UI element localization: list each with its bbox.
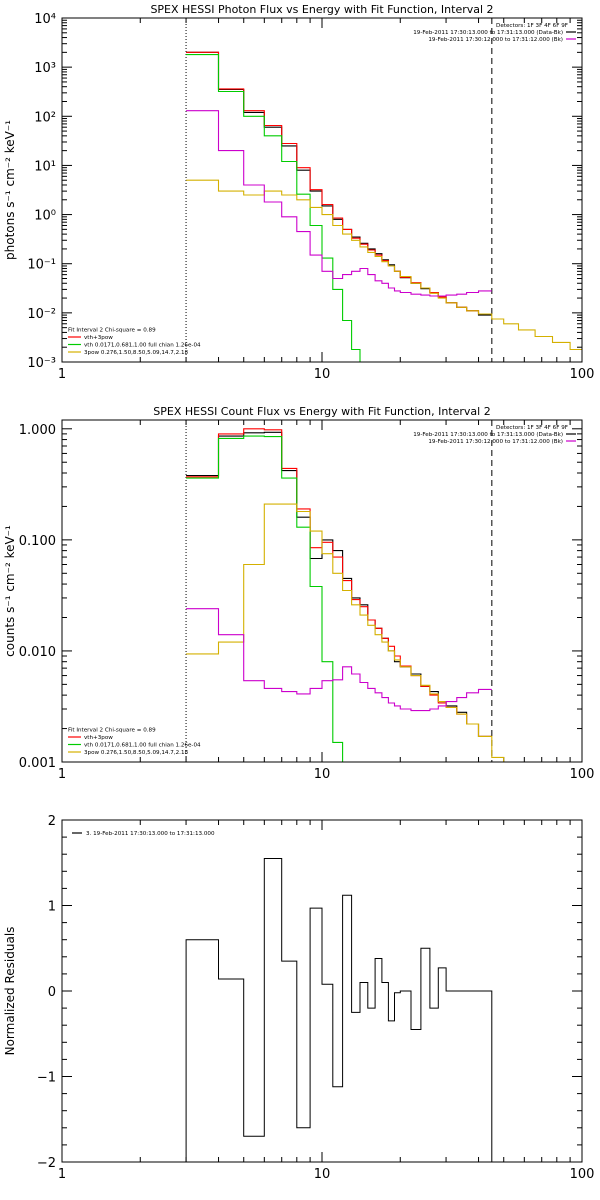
x-tick-label: 10	[314, 1167, 331, 1182]
plot-frame	[61, 17, 583, 363]
chart-panel-2: SPEX HESSI Count Flux vs Energy with Fit…	[3, 405, 594, 782]
legend-bottomleft-text: 3pow 0.276,1.50,8.50,5.09,14.7,2.18	[84, 750, 189, 756]
legend-topright-text: 19-Feb-2011 17:30:13.000 to 17:31:13.000…	[413, 30, 563, 36]
x-tick-label: 1	[58, 1167, 66, 1182]
y-tick-label: 2	[48, 814, 56, 829]
x-tick-label: 1	[58, 367, 66, 382]
series-3pow	[186, 503, 582, 762]
series-data-bk	[186, 431, 492, 737]
chart-panel-1: SPEX HESSI Photon Flux vs Energy with Fi…	[3, 3, 594, 382]
plot-frame	[61, 819, 583, 1163]
legend-bottomleft-text: Fit Interval 2 Chi-square = 0.89	[68, 328, 156, 334]
legend-bottomleft-text: vth 0.0171,0.681,1.00 full chian 1.26e-0…	[84, 343, 201, 349]
series-bk	[186, 608, 492, 712]
series-vth	[186, 435, 352, 762]
y-axis-label: photons s⁻¹ cm⁻² keV⁻¹	[3, 120, 17, 260]
y-tick-label: 10⁻³	[27, 356, 56, 371]
x-tick-label: 10	[314, 767, 331, 782]
x-tick-label: 100	[570, 367, 595, 382]
series-bk	[186, 110, 492, 297]
y-axis-label: counts s⁻¹ cm⁻² keV⁻¹	[3, 525, 17, 657]
y-tick-label: −2	[37, 1156, 56, 1171]
y-tick-label: 1	[48, 900, 56, 915]
y-tick-label: 0.100	[19, 534, 56, 549]
legend-topright-text: Detectors: 1F 3F 4F 6F 9F	[496, 23, 568, 29]
y-tick-label: 0.010	[19, 645, 56, 660]
legend-bottomleft-text: vth+3pow	[84, 335, 113, 341]
legend-topright-text: 19-Feb-2011 17:30:12.000 to 17:31:12.000…	[428, 37, 563, 43]
chart-title: SPEX HESSI Count Flux vs Energy with Fit…	[153, 405, 490, 418]
series-vth	[186, 54, 368, 362]
y-tick-label: 0	[48, 985, 56, 1000]
legend-topright-text: 19-Feb-2011 17:30:13.000 to 17:31:13.000…	[413, 432, 563, 438]
y-tick-label: 10⁴	[34, 12, 56, 27]
series-vth-3pow	[186, 428, 492, 737]
y-tick-label: 10¹	[34, 159, 56, 174]
legend-topleft-text: 3. 19-Feb-2011 17:30:13.000 to 17:31:13.…	[86, 831, 215, 837]
series-3-19-feb-2011-17-30-13-000-to-17-31-13-000	[185, 858, 493, 1162]
legend-bottomleft-text: 3pow 0.276,1.50,8.50,5.09,14.7,2.18	[84, 350, 189, 356]
chart-panel-3: Normalized Residuals 1 10 100 −2 −1 0 1 2 3. 19-F…	[3, 814, 594, 1182]
y-tick-label: 10³	[34, 61, 56, 76]
y-tick-label: 10⁻¹	[27, 258, 56, 273]
x-tick-label: 100	[570, 767, 595, 782]
y-tick-label: 10⁻²	[27, 307, 56, 322]
y-tick-label: −1	[37, 1071, 56, 1086]
y-axis-label: Normalized Residuals	[3, 927, 17, 1056]
x-tick-label: 100	[570, 1167, 595, 1182]
legend-bottomleft-text: vth 0.0171,0.681,1.00 full chian 1.26e-0…	[84, 743, 201, 749]
plot-frame	[61, 419, 583, 763]
y-tick-label: 0.001	[19, 756, 56, 771]
y-tick-label: 10²	[34, 110, 56, 125]
y-tick-label: 10⁰	[34, 209, 56, 224]
legend-bottomleft-text: vth+3pow	[84, 735, 113, 741]
legend-topright-text: Detectors: 1F 3F 4F 6F 9F	[496, 425, 568, 431]
legend-bottomleft-text: Fit Interval 2 Chi-square = 0.89	[68, 728, 156, 734]
series-3pow	[186, 179, 582, 351]
x-tick-label: 1	[58, 767, 66, 782]
y-tick-label: 1.000	[19, 423, 56, 438]
legend-topright-text: 19-Feb-2011 17:30:12.000 to 17:31:12.000…	[428, 439, 563, 445]
chart-title: SPEX HESSI Photon Flux vs Energy with Fi…	[150, 3, 493, 16]
x-tick-label: 10	[314, 367, 331, 382]
